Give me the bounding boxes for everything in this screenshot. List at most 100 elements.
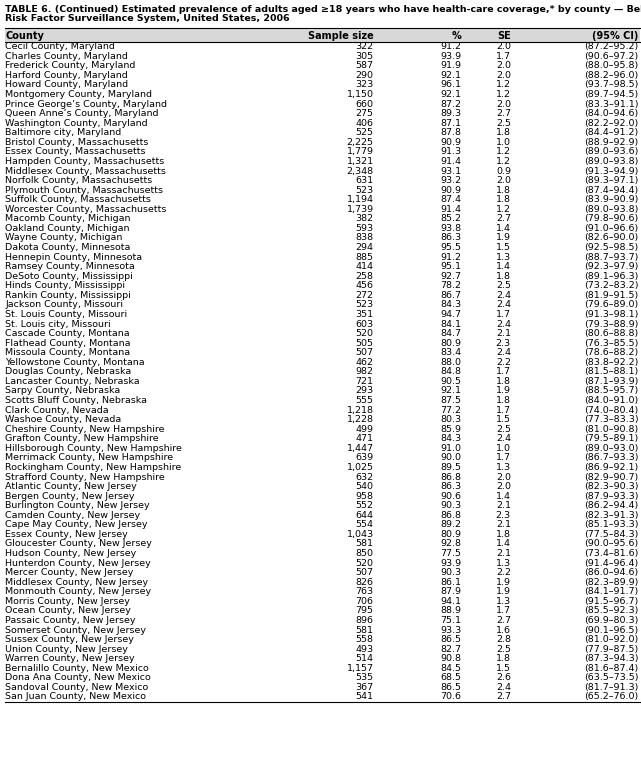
Text: 84.3: 84.3 <box>440 300 462 309</box>
Text: Frederick County, Maryland: Frederick County, Maryland <box>5 61 135 70</box>
Text: 87.5: 87.5 <box>440 396 462 405</box>
Text: (81.5–88.1): (81.5–88.1) <box>584 367 638 376</box>
Text: Passaic County, New Jersey: Passaic County, New Jersey <box>5 616 136 625</box>
Text: (89.0–93.8): (89.0–93.8) <box>584 157 638 166</box>
Text: 2.7: 2.7 <box>496 109 511 118</box>
Text: Essex County, Massachusetts: Essex County, Massachusetts <box>5 147 146 156</box>
Text: 290: 290 <box>356 71 374 80</box>
Text: 493: 493 <box>356 645 374 654</box>
Text: 91.4: 91.4 <box>440 205 462 214</box>
Text: (84.0–91.0): (84.0–91.0) <box>584 396 638 405</box>
Text: 406: 406 <box>356 119 374 128</box>
Text: 93.2: 93.2 <box>440 176 462 185</box>
Text: Cape May County, New Jersey: Cape May County, New Jersey <box>5 520 147 530</box>
Text: 2,225: 2,225 <box>347 138 374 147</box>
Text: 1,321: 1,321 <box>347 157 374 166</box>
Text: (81.9–91.5): (81.9–91.5) <box>584 291 638 299</box>
Text: 87.9: 87.9 <box>440 588 462 597</box>
Text: 78.2: 78.2 <box>440 281 462 290</box>
Text: (93.7–98.5): (93.7–98.5) <box>584 81 638 89</box>
Text: 499: 499 <box>356 424 374 434</box>
Text: 763: 763 <box>356 588 374 597</box>
Text: (91.3–94.9): (91.3–94.9) <box>584 167 638 175</box>
Text: 93.9: 93.9 <box>440 52 462 61</box>
Text: 2.4: 2.4 <box>496 319 511 328</box>
Text: Suffolk County, Massachusetts: Suffolk County, Massachusetts <box>5 195 151 204</box>
Text: 84.3: 84.3 <box>440 434 462 443</box>
Text: 87.2: 87.2 <box>440 100 462 108</box>
Text: (79.5–89.1): (79.5–89.1) <box>584 434 638 443</box>
Text: Merrimack County, New Hampshire: Merrimack County, New Hampshire <box>5 453 173 463</box>
Text: 1.4: 1.4 <box>496 539 511 549</box>
Text: 2.7: 2.7 <box>496 693 511 702</box>
Text: 1.5: 1.5 <box>496 243 511 252</box>
Text: St. Louis County, Missouri: St. Louis County, Missouri <box>5 310 128 319</box>
Text: 86.1: 86.1 <box>440 578 462 587</box>
Text: Lancaster County, Nebraska: Lancaster County, Nebraska <box>5 377 140 386</box>
Text: 462: 462 <box>356 358 374 367</box>
Text: (83.9–90.9): (83.9–90.9) <box>584 195 638 204</box>
Text: 1.2: 1.2 <box>496 147 511 156</box>
Text: 86.5: 86.5 <box>440 635 462 644</box>
Text: 1.2: 1.2 <box>496 157 511 166</box>
Text: DeSoto County, Mississippi: DeSoto County, Mississippi <box>5 272 133 280</box>
Text: Monmouth County, New Jersey: Monmouth County, New Jersey <box>5 588 151 597</box>
Text: Rankin County, Mississippi: Rankin County, Mississippi <box>5 291 131 299</box>
Text: Risk Factor Surveillance System, United States, 2006: Risk Factor Surveillance System, United … <box>5 14 290 24</box>
Text: (69.9–80.3): (69.9–80.3) <box>584 616 638 625</box>
Text: 90.0: 90.0 <box>440 453 462 463</box>
Text: (77.3–83.3): (77.3–83.3) <box>584 415 638 424</box>
Text: (83.8–92.2): (83.8–92.2) <box>584 358 638 367</box>
Text: 2.0: 2.0 <box>496 42 511 51</box>
Text: Queen Anne’s County, Maryland: Queen Anne’s County, Maryland <box>5 109 158 118</box>
Text: 258: 258 <box>356 272 374 280</box>
Text: Gloucester County, New Jersey: Gloucester County, New Jersey <box>5 539 152 549</box>
Text: 1,194: 1,194 <box>347 195 374 204</box>
Text: 323: 323 <box>356 81 374 89</box>
Text: 850: 850 <box>356 549 374 558</box>
Text: Howard County, Maryland: Howard County, Maryland <box>5 81 128 89</box>
Text: 1.0: 1.0 <box>496 443 511 453</box>
Text: 88.9: 88.9 <box>440 607 462 616</box>
Text: 1.6: 1.6 <box>496 626 511 635</box>
Text: (73.2–83.2): (73.2–83.2) <box>584 281 638 290</box>
Text: 1,043: 1,043 <box>347 530 374 539</box>
Text: Missoula County, Montana: Missoula County, Montana <box>5 348 130 357</box>
Text: Flathead County, Montana: Flathead County, Montana <box>5 338 131 347</box>
Text: 2,348: 2,348 <box>347 167 374 175</box>
Text: 554: 554 <box>356 520 374 530</box>
Text: 644: 644 <box>356 511 374 520</box>
Text: 2.2: 2.2 <box>496 568 511 577</box>
Text: 535: 535 <box>356 674 374 682</box>
Text: 2.0: 2.0 <box>496 176 511 185</box>
Text: 826: 826 <box>356 578 374 587</box>
Text: 706: 706 <box>356 597 374 606</box>
Text: 523: 523 <box>356 300 374 309</box>
Text: Sample size: Sample size <box>308 30 374 40</box>
Text: 2.5: 2.5 <box>496 424 511 434</box>
Text: Baltimore city, Maryland: Baltimore city, Maryland <box>5 128 121 137</box>
Text: 632: 632 <box>356 472 374 482</box>
Text: (90.6–97.2): (90.6–97.2) <box>584 52 638 61</box>
Text: (76.3–85.5): (76.3–85.5) <box>584 338 638 347</box>
Text: Hillsborough County, New Hampshire: Hillsborough County, New Hampshire <box>5 443 182 453</box>
Text: 639: 639 <box>356 453 374 463</box>
Text: 86.5: 86.5 <box>440 683 462 692</box>
Text: (85.1–93.3): (85.1–93.3) <box>584 520 638 530</box>
Text: 82.7: 82.7 <box>440 645 462 654</box>
Text: 84.1: 84.1 <box>440 319 462 328</box>
Text: 1.7: 1.7 <box>496 453 511 463</box>
Text: (82.3–90.3): (82.3–90.3) <box>584 482 638 491</box>
Text: 367: 367 <box>356 683 374 692</box>
Text: 2.5: 2.5 <box>496 645 511 654</box>
Text: (79.6–89.0): (79.6–89.0) <box>584 300 638 309</box>
Text: 2.0: 2.0 <box>496 71 511 80</box>
Text: 2.5: 2.5 <box>496 119 511 128</box>
Text: 593: 593 <box>356 224 374 233</box>
Text: 86.8: 86.8 <box>440 472 462 482</box>
Text: 1.8: 1.8 <box>496 272 511 280</box>
Text: Camden County, New Jersey: Camden County, New Jersey <box>5 511 140 520</box>
Text: (87.1–93.9): (87.1–93.9) <box>584 377 638 386</box>
Text: (87.4–94.4): (87.4–94.4) <box>584 186 638 194</box>
Text: 272: 272 <box>356 291 374 299</box>
